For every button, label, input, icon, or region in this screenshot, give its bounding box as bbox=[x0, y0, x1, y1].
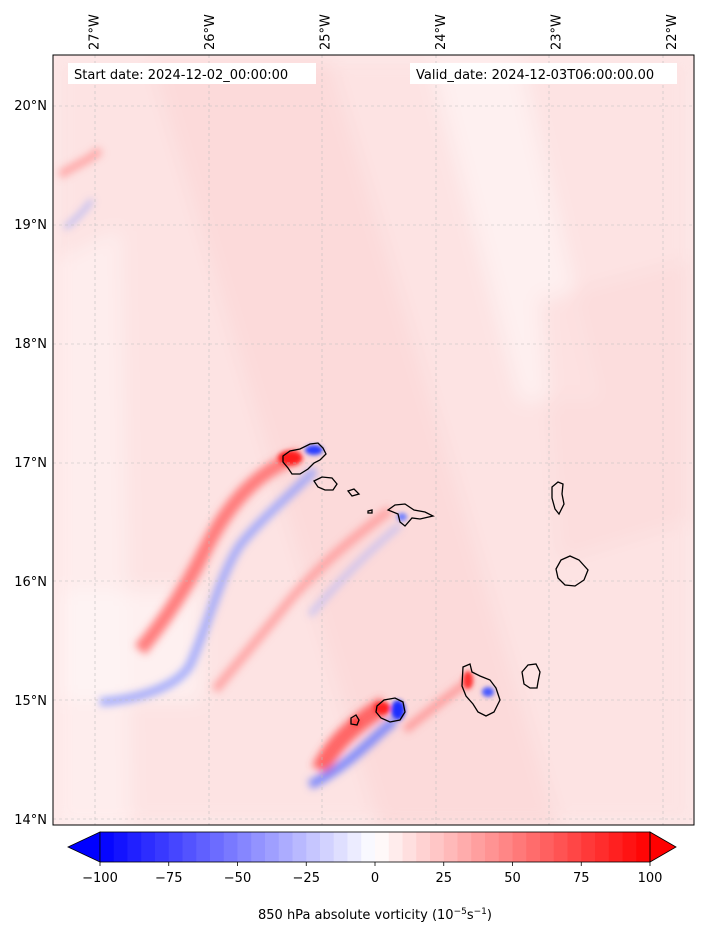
island-brava bbox=[350, 714, 360, 726]
colorbar-segment bbox=[292, 832, 307, 862]
colorbar-segment bbox=[402, 832, 417, 862]
colorbar-segment bbox=[443, 832, 459, 862]
map-frame bbox=[52, 54, 695, 826]
colorbar-tick-label: 0 bbox=[371, 871, 379, 886]
lon-tick-label: 25°W bbox=[318, 14, 333, 50]
colorbar-tick-label: 100 bbox=[638, 871, 663, 886]
start-date-box bbox=[68, 63, 316, 84]
colorbar-tick-labels: −100 −75 −50 −25 0 25 50 75 100 bbox=[82, 862, 662, 886]
colorbar-segment bbox=[278, 832, 294, 862]
colorbar-extend-max bbox=[649, 831, 677, 863]
valid-date-box bbox=[410, 63, 677, 84]
island-maio bbox=[521, 663, 541, 689]
lon-tick-label: 23°W bbox=[549, 14, 564, 50]
colorbar-segment bbox=[636, 832, 651, 862]
negative-streak-fogo bbox=[307, 716, 398, 790]
colorbar-segment bbox=[430, 832, 445, 862]
colorbar-tick-label: −25 bbox=[293, 871, 320, 886]
colorbar-segment bbox=[223, 832, 239, 862]
colorbar-extend-min bbox=[67, 831, 101, 863]
colorbar-segment bbox=[113, 832, 129, 862]
northwest-eddies bbox=[57, 147, 103, 179]
colorbar-segment bbox=[127, 832, 142, 862]
colorbar-segment bbox=[498, 832, 514, 862]
colorbar-tick-label: 50 bbox=[504, 871, 521, 886]
lat-tick-label: 19°N bbox=[14, 218, 47, 233]
negative-streak-sao-nicolau bbox=[308, 523, 402, 617]
lon-tick-label: 27°W bbox=[87, 14, 102, 50]
colorbar-segments bbox=[100, 832, 651, 862]
colorbar-segment bbox=[512, 832, 527, 862]
colorbar: −100 −75 −50 −25 0 25 50 75 100 850 hPa absolute… bbox=[67, 831, 677, 923]
colorbar-segment bbox=[540, 832, 555, 862]
islet-raso bbox=[367, 509, 373, 514]
vorticity-texture bbox=[53, 55, 694, 825]
colorbar-segment bbox=[581, 832, 596, 862]
island-santiago bbox=[461, 663, 501, 717]
colorbar-segment bbox=[347, 832, 362, 862]
colorbar-segment bbox=[333, 832, 349, 862]
colorbar-segment bbox=[388, 832, 404, 862]
colorbar-segment bbox=[361, 832, 376, 862]
colorbar-segment bbox=[141, 832, 156, 862]
island-sao-vicente bbox=[313, 476, 338, 491]
map-panel: Start date: 2024-12-02_00:00:00 Valid_da… bbox=[53, 55, 694, 825]
island-santa-luzia bbox=[346, 488, 361, 497]
colorbar-segment bbox=[457, 832, 472, 862]
start-date-text: Start date: 2024-12-02_00:00:00 bbox=[74, 68, 288, 83]
negative-streak-santo-antao bbox=[99, 467, 318, 706]
lon-tick-label: 22°W bbox=[665, 14, 680, 50]
colorbar-segment bbox=[416, 832, 431, 862]
colorbar-segment bbox=[595, 832, 610, 862]
positive-streak-sao-nicolau bbox=[211, 506, 393, 693]
positive-streak-santo-antao bbox=[134, 448, 303, 655]
colorbar-segment bbox=[168, 832, 184, 862]
colorbar-segment bbox=[622, 832, 637, 862]
colorbar-segment bbox=[567, 832, 582, 862]
colorbar-segment bbox=[196, 832, 211, 862]
lat-tick-label: 14°N bbox=[14, 813, 47, 828]
colorbar-segment bbox=[306, 832, 321, 862]
lat-tick-label: 16°N bbox=[14, 575, 47, 590]
lat-tick-label: 20°N bbox=[14, 99, 47, 114]
vorticity-streaks bbox=[57, 147, 473, 790]
colorbar-segment bbox=[485, 832, 500, 862]
colorbar-segment bbox=[182, 832, 197, 862]
colorbar-segment bbox=[210, 832, 225, 862]
colorbar-segment bbox=[320, 832, 335, 862]
colorbar-tick-label: 75 bbox=[573, 871, 590, 886]
colorbar-segment bbox=[265, 832, 280, 862]
colorbar-segment bbox=[526, 832, 541, 862]
island-sao-nicolau bbox=[386, 503, 435, 527]
colorbar-segment bbox=[375, 832, 390, 862]
lon-tick-label: 26°W bbox=[203, 14, 218, 50]
colorbar-segment bbox=[471, 832, 486, 862]
colorbar-segment bbox=[608, 832, 624, 862]
vorticity-cores bbox=[278, 445, 494, 726]
island-santo-antao bbox=[282, 442, 327, 475]
lat-tick-labels: 20°N 19°N 18°N 17°N 16°N 15°N 14°N bbox=[14, 99, 47, 828]
colorbar-segment bbox=[100, 832, 115, 862]
colorbar-segment bbox=[237, 832, 252, 862]
colorbar-tick-label: −100 bbox=[82, 871, 118, 886]
colorbar-segment bbox=[155, 832, 170, 862]
island-sal bbox=[551, 481, 565, 516]
coastlines bbox=[282, 442, 589, 726]
colorbar-tick-label: −50 bbox=[224, 871, 251, 886]
gridlines bbox=[53, 55, 694, 825]
colorbar-segment bbox=[553, 832, 569, 862]
valid-date-text: Valid_date: 2024-12-03T06:00:00.00 bbox=[416, 68, 654, 83]
lat-tick-label: 18°N bbox=[14, 337, 47, 352]
island-boa-vista bbox=[555, 555, 589, 587]
lat-tick-label: 15°N bbox=[14, 694, 47, 709]
colorbar-segment bbox=[251, 832, 266, 862]
island-fogo bbox=[375, 697, 406, 723]
colorbar-label: 850 hPa absolute vorticity (10−5s−1) bbox=[258, 907, 492, 923]
lon-tick-label: 24°W bbox=[434, 14, 449, 50]
colorbar-tick-label: 25 bbox=[435, 871, 452, 886]
lat-tick-label: 17°N bbox=[14, 456, 47, 471]
lon-tick-labels: 27°W 26°W 25°W 24°W 23°W 22°W bbox=[87, 14, 679, 50]
colorbar-tick-label: −75 bbox=[155, 871, 182, 886]
